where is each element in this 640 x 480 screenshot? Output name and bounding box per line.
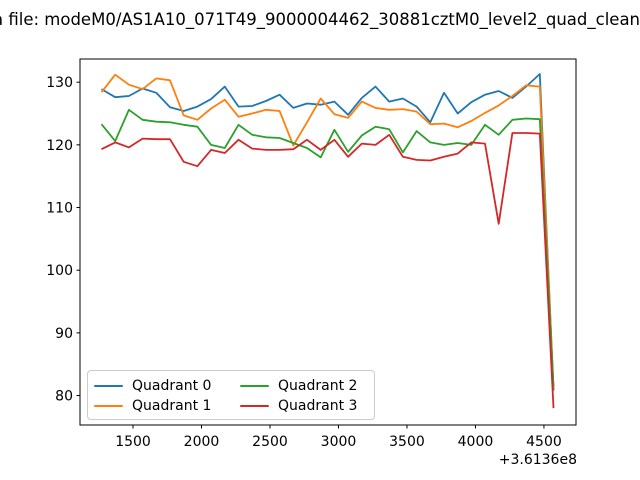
x-tick-label: 4000 xyxy=(458,434,494,450)
x-tick-label: 1500 xyxy=(115,434,151,450)
legend-line-swatch xyxy=(94,404,123,408)
y-tick-label: 80 xyxy=(55,389,73,405)
legend-line-swatch xyxy=(240,404,269,408)
legend: Quadrant 0 Quadrant 1 Quadrant 2 Quadrant 3 xyxy=(87,370,375,420)
legend-label: Quadrant 1 xyxy=(132,398,212,414)
x-tick-label: 2000 xyxy=(184,434,220,450)
y-tick-label: 100 xyxy=(46,263,73,279)
series-line-quadrant-2 xyxy=(100,108,555,387)
x-tick-label: 4500 xyxy=(526,434,562,450)
y-tick-label: 90 xyxy=(55,326,73,342)
legend-label: Quadrant 2 xyxy=(278,378,358,394)
legend-item-quadrant-1: Quadrant 1 xyxy=(94,396,240,416)
chart-title: a file: modeM0/AS1A10_071T49_9000004462_… xyxy=(0,10,640,29)
legend-item-quadrant-2: Quadrant 2 xyxy=(240,376,368,396)
legend-line-swatch xyxy=(240,384,269,388)
legend-item-quadrant-3: Quadrant 3 xyxy=(240,396,368,416)
axes-spines xyxy=(79,58,577,426)
legend-label: Quadrant 0 xyxy=(132,378,212,394)
tick-group: 1500 2000 2500 3000 3500 4000 4500 80 90 100 110 12… xyxy=(46,75,562,450)
y-tick-label: 120 xyxy=(46,138,73,154)
series-line-quadrant-0 xyxy=(101,73,555,391)
series-group xyxy=(100,73,555,409)
legend-label: Quadrant 3 xyxy=(278,398,358,414)
x-axis-offset-label: +3.6136e8 xyxy=(499,452,577,468)
y-tick-label: 110 xyxy=(46,201,73,217)
legend-item-quadrant-0: Quadrant 0 xyxy=(94,376,240,396)
x-tick-label: 3500 xyxy=(389,434,425,450)
x-tick-label: 3000 xyxy=(321,434,357,450)
x-tick-label: 2500 xyxy=(252,434,288,450)
y-tick-label: 130 xyxy=(46,75,73,91)
series-line-quadrant-1 xyxy=(100,73,555,389)
series-line-quadrant-3 xyxy=(101,132,555,409)
legend-line-swatch xyxy=(94,384,123,388)
